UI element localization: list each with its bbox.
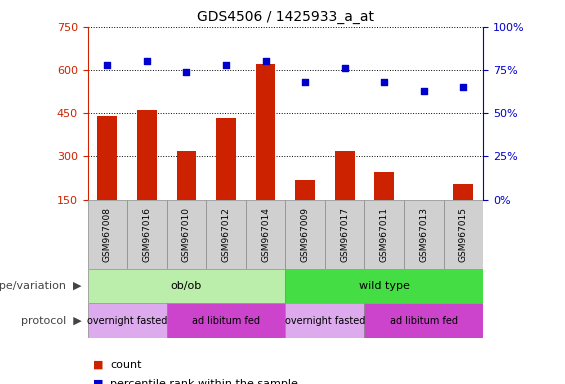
Bar xyxy=(88,303,167,338)
Text: protocol  ▶: protocol ▶ xyxy=(21,316,82,326)
Bar xyxy=(216,118,236,243)
Bar xyxy=(137,111,157,243)
Point xyxy=(419,88,428,94)
Text: GSM967011: GSM967011 xyxy=(380,207,389,262)
Point xyxy=(103,62,112,68)
Text: ad libitum fed: ad libitum fed xyxy=(192,316,260,326)
Bar xyxy=(88,200,127,269)
Point xyxy=(182,69,191,75)
Bar xyxy=(334,151,355,243)
Bar xyxy=(206,200,246,269)
Text: GSM967008: GSM967008 xyxy=(103,207,112,262)
Text: ad libitum fed: ad libitum fed xyxy=(390,316,458,326)
Bar xyxy=(404,200,444,269)
Text: percentile rank within the sample: percentile rank within the sample xyxy=(110,379,298,384)
Bar xyxy=(246,200,285,269)
Text: ob/ob: ob/ob xyxy=(171,281,202,291)
Bar xyxy=(444,200,483,269)
Text: overnight fasted: overnight fasted xyxy=(285,316,365,326)
Point xyxy=(301,79,310,85)
Bar xyxy=(295,180,315,243)
Text: GSM967016: GSM967016 xyxy=(142,207,151,262)
Bar xyxy=(414,210,434,243)
Text: genotype/variation  ▶: genotype/variation ▶ xyxy=(0,281,82,291)
Bar xyxy=(285,303,364,338)
Bar xyxy=(167,200,206,269)
Text: wild type: wild type xyxy=(359,281,410,291)
Bar xyxy=(176,151,197,243)
Point xyxy=(261,58,270,65)
Text: GSM967012: GSM967012 xyxy=(221,207,231,262)
Bar xyxy=(364,303,483,338)
Text: count: count xyxy=(110,360,142,370)
Text: GSM967017: GSM967017 xyxy=(340,207,349,262)
Text: GSM967015: GSM967015 xyxy=(459,207,468,262)
Bar xyxy=(454,184,473,243)
Text: overnight fasted: overnight fasted xyxy=(87,316,167,326)
Title: GDS4506 / 1425933_a_at: GDS4506 / 1425933_a_at xyxy=(197,10,374,25)
Bar xyxy=(98,116,118,243)
Point xyxy=(142,58,151,65)
Bar xyxy=(127,200,167,269)
Bar xyxy=(375,172,394,243)
Text: GSM967010: GSM967010 xyxy=(182,207,191,262)
Bar xyxy=(364,200,404,269)
Text: ■: ■ xyxy=(93,379,104,384)
Bar xyxy=(325,200,364,269)
Text: GSM967009: GSM967009 xyxy=(301,207,310,262)
Text: ■: ■ xyxy=(93,360,104,370)
Point xyxy=(221,62,231,68)
Point xyxy=(459,84,468,91)
Bar xyxy=(285,269,483,303)
Text: GSM967013: GSM967013 xyxy=(419,207,428,262)
Text: GSM967014: GSM967014 xyxy=(261,207,270,262)
Point xyxy=(380,79,389,85)
Bar xyxy=(255,64,276,243)
Bar xyxy=(167,303,285,338)
Bar xyxy=(88,269,285,303)
Point xyxy=(340,65,349,71)
Bar xyxy=(285,200,325,269)
